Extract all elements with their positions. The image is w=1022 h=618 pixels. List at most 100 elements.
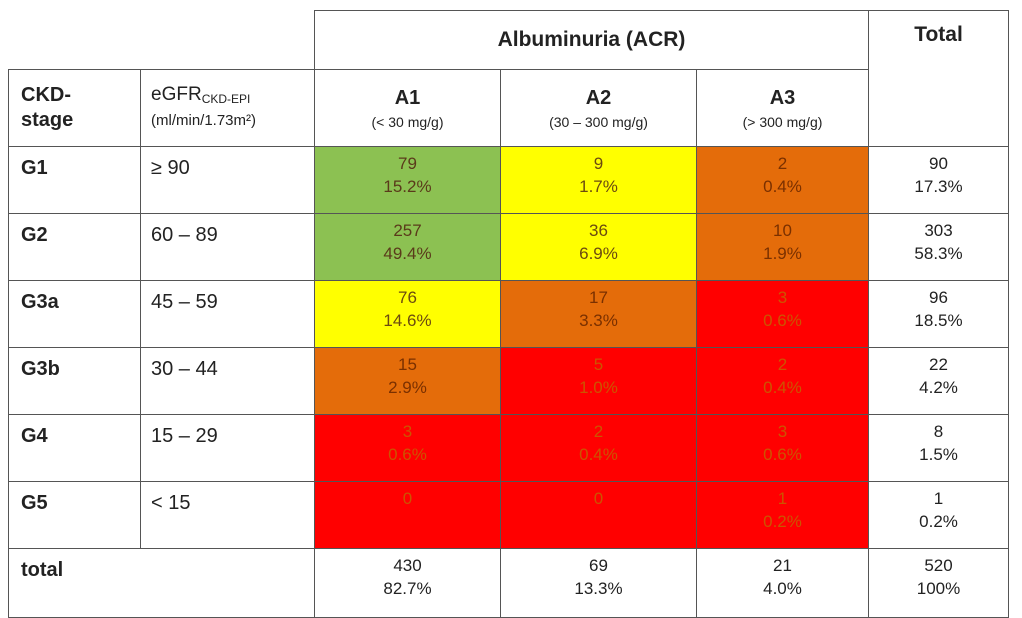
percent: 58.3% bbox=[914, 243, 963, 263]
value-cell: 10 1.9% bbox=[695, 213, 870, 281]
count: 8 bbox=[933, 422, 944, 441]
egfr-cell: 30 – 44 bbox=[140, 347, 315, 415]
stage-cell: G5 bbox=[8, 481, 141, 549]
value-cell: 3 0.6% bbox=[695, 414, 870, 482]
value-cell: 3 0.6% bbox=[314, 414, 501, 482]
count: 9 bbox=[593, 154, 604, 173]
count: 303 bbox=[924, 221, 953, 240]
ckd-stage-header-line1: CKD- bbox=[21, 84, 71, 106]
percent: 0.6% bbox=[763, 444, 802, 464]
value-cell: 1 0.2% bbox=[695, 481, 870, 549]
column-total-cell: 430 82.7% bbox=[314, 548, 501, 618]
count: 3 bbox=[402, 422, 413, 441]
percent: 17.3% bbox=[914, 176, 963, 196]
count: 2 bbox=[777, 355, 788, 374]
count: 0 bbox=[593, 489, 604, 508]
category-range: (< 30 mg/g) bbox=[371, 113, 444, 130]
table-row: G3a 45 – 59 76 14.6% 17 3.3% 3 0.6% 96 18.5% bbox=[8, 280, 1010, 348]
percent: 0.4% bbox=[763, 377, 802, 397]
category-range: (30 – 300 mg/g) bbox=[549, 113, 648, 130]
value-cell: 2 0.4% bbox=[695, 146, 870, 214]
count: 520 bbox=[924, 556, 953, 575]
percent: 1.9% bbox=[763, 243, 802, 263]
value-cell: 2 0.4% bbox=[500, 414, 697, 482]
count: 0 bbox=[402, 489, 413, 508]
category-a2-header: A2 (30 – 300 mg/g) bbox=[500, 69, 697, 147]
count: 257 bbox=[393, 221, 422, 240]
row-total-cell: 96 18.5% bbox=[868, 280, 1010, 348]
egfr-units: (ml/min/1.73m²) bbox=[151, 112, 257, 129]
percent: 2.9% bbox=[388, 377, 427, 397]
count: 69 bbox=[589, 556, 608, 575]
total-header: Total bbox=[868, 10, 1010, 147]
value-cell: 76 14.6% bbox=[314, 280, 501, 348]
count: 1 bbox=[933, 489, 944, 508]
category-name: A3 bbox=[769, 86, 796, 109]
value-cell: 15 2.9% bbox=[314, 347, 501, 415]
stage-cell: G1 bbox=[8, 146, 141, 214]
egfr-cell: 15 – 29 bbox=[140, 414, 315, 482]
count: 430 bbox=[393, 556, 422, 575]
percent: 0.2% bbox=[919, 511, 958, 531]
count: 79 bbox=[398, 154, 417, 173]
percent: 4.0% bbox=[763, 578, 802, 598]
count: 22 bbox=[929, 355, 948, 374]
count: 2 bbox=[593, 422, 604, 441]
percent: 0.6% bbox=[388, 444, 427, 464]
ckd-stage-header: CKD- stage bbox=[8, 69, 141, 147]
count: 5 bbox=[593, 355, 604, 374]
value-cell: 257 49.4% bbox=[314, 213, 501, 281]
count: 36 bbox=[589, 221, 608, 240]
percent: 0.4% bbox=[763, 176, 802, 196]
count: 1 bbox=[777, 489, 788, 508]
egfr-subscript: CKD-EPI bbox=[201, 92, 251, 107]
row-total-cell: 90 17.3% bbox=[868, 146, 1010, 214]
category-a1-header: A1 (< 30 mg/g) bbox=[314, 69, 501, 147]
ckd-stage-header-line2: stage bbox=[21, 109, 74, 131]
count: 3 bbox=[777, 288, 788, 307]
value-cell: 5 1.0% bbox=[500, 347, 697, 415]
percent: 6.9% bbox=[579, 243, 618, 263]
table-row: G1 ≥ 90 79 15.2% 9 1.7% 2 0.4% 90 17.3% bbox=[8, 146, 1010, 214]
row-total-cell: 22 4.2% bbox=[868, 347, 1010, 415]
column-total-cell: 69 13.3% bbox=[500, 548, 697, 618]
stage-cell: G3a bbox=[8, 280, 141, 348]
percent: 1.0% bbox=[579, 377, 618, 397]
ckd-albuminuria-table: Albuminuria (ACR) Total CKD- stage eGFRC… bbox=[8, 10, 1010, 618]
grand-total-cell: 520 100% bbox=[868, 548, 1010, 618]
count: 17 bbox=[589, 288, 608, 307]
count: 10 bbox=[773, 221, 792, 240]
percent: 4.2% bbox=[919, 377, 958, 397]
stage-cell: G4 bbox=[8, 414, 141, 482]
count: 96 bbox=[929, 288, 948, 307]
table-row: G5 < 15 0 0 1 0.2% 1 0.2% bbox=[8, 481, 1010, 549]
value-cell: 0 bbox=[314, 481, 501, 549]
row-total-cell: 1 0.2% bbox=[868, 481, 1010, 549]
percent: 49.4% bbox=[383, 243, 432, 263]
totals-label: total bbox=[8, 548, 315, 618]
egfr-cell: < 15 bbox=[140, 481, 315, 549]
count: 2 bbox=[777, 154, 788, 173]
percent: 0.2% bbox=[763, 511, 802, 531]
stage-cell: G3b bbox=[8, 347, 141, 415]
row-total-cell: 8 1.5% bbox=[868, 414, 1010, 482]
egfr-cell: 60 – 89 bbox=[140, 213, 315, 281]
count: 90 bbox=[929, 154, 948, 173]
percent: 15.2% bbox=[383, 176, 432, 196]
value-cell: 17 3.3% bbox=[500, 280, 697, 348]
totals-row: total 430 82.7% 69 13.3% 21 4.0% 520 100% bbox=[8, 548, 1010, 618]
count: 21 bbox=[773, 556, 792, 575]
percent: 1.5% bbox=[919, 444, 958, 464]
value-cell: 36 6.9% bbox=[500, 213, 697, 281]
percent: 82.7% bbox=[383, 578, 432, 598]
stage-cell: G2 bbox=[8, 213, 141, 281]
value-cell: 0 bbox=[500, 481, 697, 549]
egfr-label: eGFR bbox=[151, 84, 202, 106]
header-row-sub: CKD- stage eGFRCKD-EPI (ml/min/1.73m²) A… bbox=[8, 69, 1009, 147]
count: 76 bbox=[398, 288, 417, 307]
percent: 1.7% bbox=[579, 176, 618, 196]
value-cell: 9 1.7% bbox=[500, 146, 697, 214]
percent: 3.3% bbox=[579, 310, 618, 330]
value-cell: 79 15.2% bbox=[314, 146, 501, 214]
row-total-cell: 303 58.3% bbox=[868, 213, 1010, 281]
